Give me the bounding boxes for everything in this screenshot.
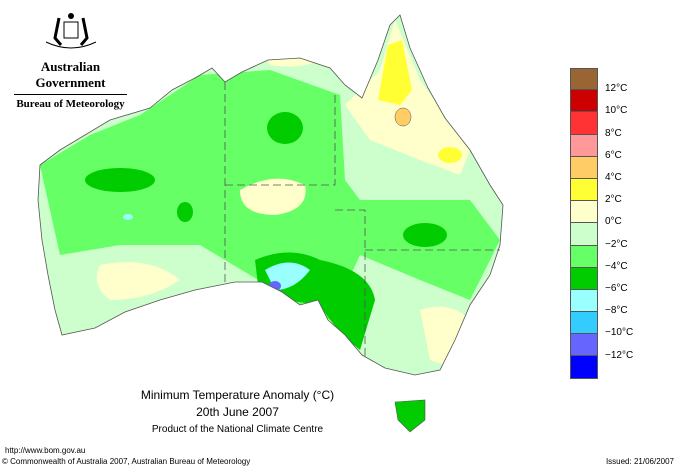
region-minus4-west xyxy=(85,168,155,192)
issued-date: Issued: 21/06/2007 xyxy=(605,457,674,466)
legend-label: −10°C xyxy=(605,327,634,339)
government-logo: Australian Government Bureau of Meteorol… xyxy=(8,10,133,110)
logo-divider xyxy=(14,94,127,95)
legend-band xyxy=(570,312,598,335)
region-2-to-4-east xyxy=(438,147,462,163)
date-line: 20th June 2007 xyxy=(196,405,279,419)
legend-label: 8°C xyxy=(605,127,622,139)
region-minus6-small xyxy=(123,214,133,220)
legend-label: −4°C xyxy=(605,260,628,272)
legend-label: 4°C xyxy=(605,172,622,183)
region-0-to-2-west xyxy=(96,262,180,300)
legend-band xyxy=(570,289,598,313)
legend-band xyxy=(570,112,598,135)
legend-band xyxy=(570,245,598,268)
legend-label: 6°C xyxy=(605,149,622,161)
legend-band xyxy=(570,90,598,113)
coat-of-arms-icon xyxy=(45,13,96,49)
legend-label: 0°C xyxy=(605,216,622,228)
legend-label: −8°C xyxy=(605,305,628,317)
region-minus4-to-minus6-north xyxy=(267,112,303,144)
legend-band xyxy=(570,356,598,379)
tasmania xyxy=(394,399,426,433)
map-title: Minimum Temperature Anomaly (°C) 20th Ju… xyxy=(0,387,475,438)
legend-label: −6°C xyxy=(605,283,628,294)
region-4-to-6 xyxy=(394,107,412,127)
title-line: Minimum Temperature Anomaly (°C) xyxy=(140,388,335,402)
region-2-to-4 xyxy=(378,40,412,105)
color-legend: 12°C 10°C 8°C 6°C 4°C 2°C 0°C −2°C −4°C −6°C −8°C −… xyxy=(570,68,633,379)
region-0-to-2-queensland xyxy=(345,20,470,175)
legend-label: 10°C xyxy=(605,105,628,117)
website-link[interactable]: http://www.bom.gov.au xyxy=(5,446,86,455)
legend-label: −12°C xyxy=(605,349,634,361)
legend-label: −2°C xyxy=(605,238,628,250)
legend-label: 12°C xyxy=(605,83,628,95)
state-borders xyxy=(224,82,500,360)
region-minus4-small xyxy=(177,202,193,222)
org-name: Australian Government xyxy=(35,59,106,90)
region-minus4-east xyxy=(403,223,447,247)
bureau-name: Bureau of Meteorology xyxy=(16,98,125,110)
legend-band xyxy=(570,267,598,290)
legend-band xyxy=(570,68,598,91)
product-line: Product of the National Climate Centre xyxy=(151,424,324,435)
legend-band xyxy=(570,134,598,157)
copyright: © Commonwealth of Australia 2007, Austra… xyxy=(2,457,251,466)
legend-label: 2°C xyxy=(605,194,622,206)
legend-band xyxy=(570,178,598,202)
region-0-to-2-central xyxy=(240,178,306,215)
legend-band xyxy=(570,156,598,179)
legend-band xyxy=(570,201,598,224)
legend-band xyxy=(570,223,598,246)
legend-band xyxy=(570,334,598,357)
